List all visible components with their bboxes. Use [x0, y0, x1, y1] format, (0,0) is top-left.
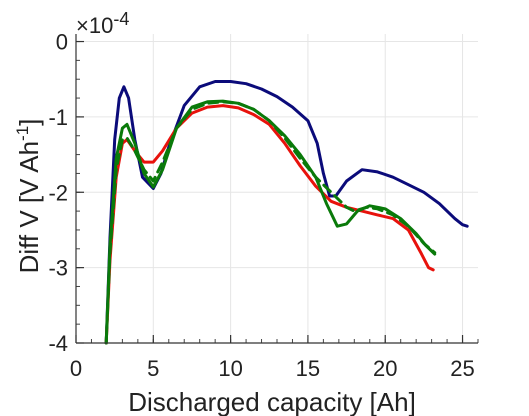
series-line-2: [104, 104, 435, 345]
y-tick-label: -4: [48, 331, 68, 356]
y-axis-label-sup: -1: [13, 126, 32, 141]
y-exponent-power: -4: [113, 9, 129, 29]
x-axis-label: Discharged capacity [Ah]: [128, 387, 416, 416]
tick-labels: 0 5 10 15 20 25 0 -1 -2 -3 -4: [48, 30, 474, 381]
x-tick-label: 20: [373, 356, 397, 381]
y-tick-label: 0: [56, 30, 68, 55]
axes: [75, 34, 478, 344]
y-tick-label: -1: [48, 105, 68, 130]
y-axis-label-end: ]: [14, 119, 44, 126]
series-line-4: [104, 99, 437, 345]
y-axis-label-main: Diff V [V Ah: [14, 141, 44, 273]
y-exponent-label: ×10-4: [76, 9, 129, 38]
y-exponent-mult: ×10: [76, 13, 113, 38]
x-tick-label: 10: [218, 356, 242, 381]
series-lines: [104, 80, 469, 345]
y-tick-label: -2: [48, 180, 68, 205]
x-tick-label: 25: [450, 356, 474, 381]
x-tick-label: 5: [147, 356, 159, 381]
y-tick-label: -3: [48, 256, 68, 281]
x-tick-label: 15: [296, 356, 320, 381]
x-tick-label: 0: [70, 356, 82, 381]
y-axis-label: Diff V [V Ah-1]: [13, 119, 44, 274]
series-line-1: [104, 80, 469, 345]
